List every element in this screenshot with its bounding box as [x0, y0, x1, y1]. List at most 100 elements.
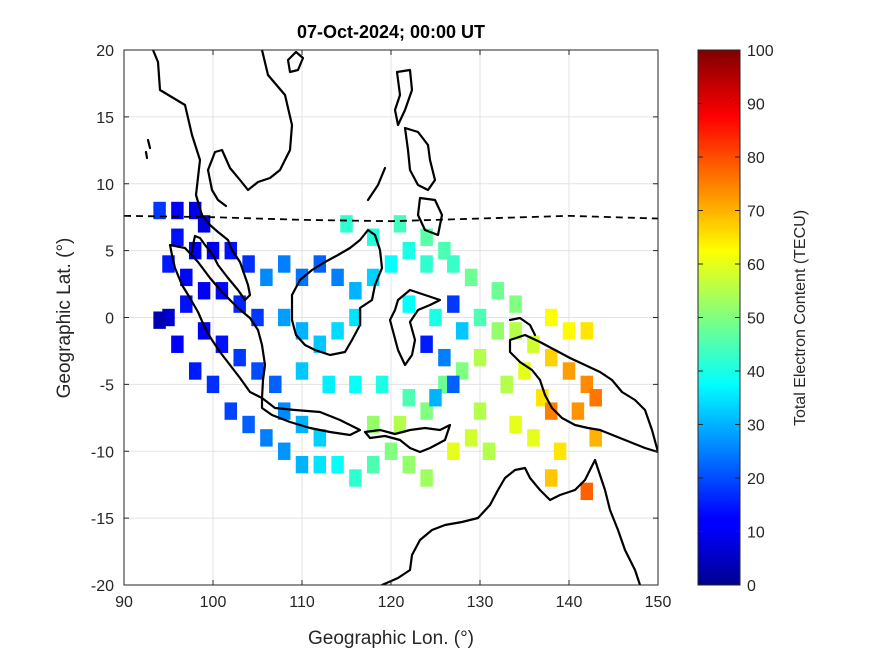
- colorbar-tick-label: 70: [747, 204, 765, 221]
- tec-cell: [233, 295, 246, 313]
- tec-cell: [429, 389, 442, 407]
- tec-cell: [188, 362, 202, 380]
- colorbar-tick-label: 40: [747, 364, 765, 381]
- tec-cell: [260, 268, 273, 287]
- x-tick-label: 100: [200, 594, 227, 611]
- tec-cell: [544, 402, 558, 420]
- colorbar-tick-label: 60: [747, 257, 765, 274]
- tec-cell: [420, 469, 433, 487]
- x-tick-label: 90: [115, 594, 133, 611]
- tec-cell: [171, 228, 184, 246]
- tec-cell: [153, 201, 166, 220]
- tec-cell: [349, 375, 362, 394]
- tec-cell: [171, 201, 184, 220]
- tec-cell: [206, 375, 220, 394]
- tec-cell: [295, 322, 309, 340]
- y-tick-label: -20: [91, 578, 114, 595]
- tec-cell: [349, 308, 362, 327]
- tec-cell: [384, 442, 398, 460]
- y-tick-label: -5: [100, 377, 114, 394]
- x-tick-label: 120: [378, 594, 405, 611]
- colorbar-tick-label: 10: [747, 525, 765, 542]
- tec-cell: [295, 455, 309, 474]
- tec-cell: [153, 311, 166, 329]
- tec-cell: [580, 375, 594, 394]
- colorbar-tick-label: 100: [747, 43, 774, 60]
- tec-cell: [429, 308, 442, 327]
- tec-cell: [384, 255, 398, 273]
- coastline-luzon: [393, 68, 414, 127]
- tec-cell: [322, 375, 335, 394]
- tec-cell: [509, 295, 522, 313]
- tec-cell: [402, 389, 416, 407]
- x-axis-label: Geographic Lon. (°): [308, 628, 474, 649]
- tec-cell: [447, 375, 460, 394]
- tec-cell: [349, 469, 362, 487]
- coastline-vogelkop: [508, 316, 537, 337]
- tec-cell: [224, 402, 238, 420]
- tec-cell: [420, 255, 433, 273]
- tec-cell: [180, 268, 193, 287]
- tec-cell: [464, 268, 478, 287]
- tec-cell: [331, 268, 344, 287]
- tec-cell: [251, 308, 264, 327]
- tec-cell: [188, 241, 202, 260]
- tec-cell: [206, 241, 220, 260]
- tec-cell: [393, 415, 407, 434]
- coastline-islet: [286, 50, 305, 74]
- coastline-sulawesi: [388, 288, 442, 367]
- x-tick-label: 130: [467, 594, 494, 611]
- tec-cell: [527, 429, 540, 447]
- magnetic-equator-line: [124, 214, 658, 223]
- x-axis-ticks: 90 100 110 120 130 140 150: [115, 50, 671, 611]
- colorbar-label: Total Electron Content (TECU): [792, 210, 809, 426]
- tec-cell: [277, 308, 291, 327]
- tec-cell: [438, 348, 451, 367]
- tec-cell: [215, 335, 229, 353]
- y-axis-label: Geographic Lat. (°): [54, 238, 75, 399]
- tec-cell: [171, 335, 184, 353]
- y-tick-label: 10: [96, 177, 114, 194]
- tec-cell: [553, 442, 567, 460]
- x-tick-label: 150: [645, 594, 672, 611]
- tec-cell: [447, 255, 460, 273]
- tec-cell: [491, 322, 505, 340]
- tec-cell: [331, 455, 344, 474]
- x-tick-label: 140: [556, 594, 583, 611]
- coastline-palawan: [366, 166, 387, 202]
- coastline-sumatra: [168, 243, 267, 400]
- tec-cell: [162, 255, 175, 273]
- tec-cell: [473, 402, 487, 420]
- coastline-mindanao: [416, 196, 444, 237]
- tec-cell: [473, 308, 487, 327]
- tec-cell: [180, 295, 193, 313]
- coastline-lesser-sunda: [363, 423, 452, 454]
- y-tick-label: 20: [96, 43, 114, 60]
- tec-cell: [500, 375, 513, 394]
- coastline-andaman: [144, 138, 152, 160]
- tec-cell: [571, 402, 585, 420]
- tec-cell: [447, 442, 460, 460]
- tec-cell: [402, 241, 416, 260]
- colorbar-tick-label: 20: [747, 471, 765, 488]
- tec-cell: [277, 442, 291, 460]
- tec-cell: [277, 255, 291, 273]
- tec-cell: [509, 415, 522, 434]
- colorbar: [697, 49, 741, 586]
- tec-cell: [420, 335, 433, 353]
- coastline-philippines-central: [403, 126, 437, 192]
- tec-cell: [269, 375, 282, 394]
- y-tick-label: 15: [96, 110, 114, 127]
- tec-cell: [233, 348, 246, 367]
- tec-cell: [331, 322, 344, 340]
- colorbar-tick-label: 80: [747, 150, 765, 167]
- colorbar-tick-label: 0: [747, 578, 756, 595]
- tec-cell: [544, 308, 558, 327]
- tec-cell: [251, 362, 264, 380]
- y-tick-label: -10: [91, 444, 114, 461]
- tec-cell: [482, 442, 496, 460]
- tec-cell: [375, 375, 389, 394]
- colorbar-tick-label: 30: [747, 418, 765, 435]
- x-tick-label: 110: [289, 594, 315, 611]
